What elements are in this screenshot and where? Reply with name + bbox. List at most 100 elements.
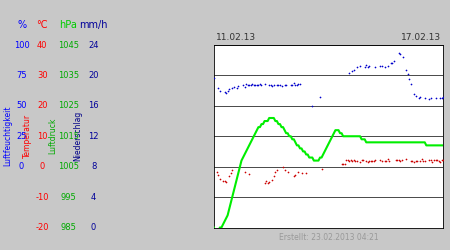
Point — [377, 158, 384, 162]
Text: mm/h: mm/h — [79, 20, 108, 30]
Point — [404, 72, 411, 76]
Point — [415, 96, 422, 100]
Point — [230, 85, 237, 89]
Point — [289, 83, 296, 87]
Point — [216, 177, 224, 181]
Point — [364, 65, 371, 69]
Text: 1005: 1005 — [58, 162, 79, 171]
Point — [352, 159, 359, 163]
Point — [356, 64, 364, 68]
Point — [293, 84, 301, 87]
Text: 16: 16 — [88, 101, 99, 110]
Point — [261, 181, 268, 185]
Point — [229, 168, 236, 172]
Point — [418, 158, 425, 162]
Point — [272, 170, 279, 174]
Text: 100: 100 — [14, 40, 30, 50]
Point — [393, 158, 400, 162]
Text: Erstellt: 23.02.2013 04:21: Erstellt: 23.02.2013 04:21 — [279, 234, 378, 242]
Point — [290, 174, 297, 178]
Point — [246, 82, 253, 86]
Point — [367, 159, 374, 163]
Point — [222, 180, 230, 184]
Point — [363, 159, 370, 163]
Point — [346, 159, 353, 163]
Point — [428, 158, 435, 162]
Point — [249, 82, 256, 86]
Point — [428, 96, 435, 100]
Text: Luftfeuchtigkeit: Luftfeuchtigkeit — [4, 106, 13, 166]
Point — [273, 168, 280, 172]
Text: 0: 0 — [91, 223, 96, 232]
Point — [246, 172, 253, 176]
Point — [356, 160, 364, 164]
Text: 995: 995 — [60, 192, 76, 202]
Point — [275, 83, 282, 87]
Point — [225, 87, 233, 91]
Point — [283, 83, 290, 87]
Point — [346, 71, 353, 75]
Text: 20: 20 — [37, 101, 48, 110]
Point — [432, 158, 439, 162]
Point — [269, 178, 276, 182]
Point — [381, 65, 388, 69]
Text: 1015: 1015 — [58, 132, 79, 141]
Text: 0: 0 — [19, 162, 24, 171]
Text: -10: -10 — [36, 192, 49, 202]
Text: hPa: hPa — [59, 20, 77, 30]
Point — [353, 64, 360, 68]
Point — [349, 158, 356, 162]
Point — [433, 158, 441, 162]
Point — [225, 174, 233, 178]
Point — [341, 162, 348, 166]
Point — [256, 82, 264, 86]
Text: 40: 40 — [37, 40, 48, 50]
Point — [382, 158, 390, 162]
Point — [221, 179, 228, 183]
Point — [295, 170, 302, 174]
Point — [392, 158, 399, 162]
Text: 4: 4 — [91, 192, 96, 202]
Text: 8: 8 — [91, 162, 96, 171]
Text: 75: 75 — [16, 71, 27, 80]
Point — [281, 84, 288, 87]
Text: 30: 30 — [37, 71, 48, 80]
Text: 20: 20 — [88, 71, 99, 80]
Point — [318, 168, 325, 172]
Text: 10: 10 — [37, 132, 48, 141]
Point — [216, 89, 224, 93]
Point — [398, 158, 405, 162]
Point — [432, 96, 439, 100]
Point — [213, 170, 220, 174]
Point — [267, 83, 274, 87]
Point — [344, 158, 351, 162]
Point — [386, 159, 393, 163]
Point — [395, 52, 402, 56]
Text: 25: 25 — [16, 132, 27, 141]
Point — [361, 65, 368, 69]
Point — [378, 159, 385, 163]
Text: Niederschlag: Niederschlag — [73, 111, 82, 162]
Point — [298, 171, 305, 175]
Point — [350, 158, 357, 162]
Point — [235, 84, 242, 88]
Point — [215, 86, 222, 90]
Point — [403, 68, 410, 72]
Point — [387, 61, 395, 65]
Point — [372, 158, 379, 162]
Point — [309, 104, 316, 108]
Text: 50: 50 — [16, 101, 27, 110]
Point — [302, 171, 310, 175]
Point — [295, 82, 302, 86]
Point — [262, 179, 270, 183]
Text: 11.02.13: 11.02.13 — [216, 34, 256, 42]
Text: Luftdruck: Luftdruck — [49, 118, 58, 154]
Point — [241, 170, 248, 174]
Text: 0: 0 — [40, 162, 45, 171]
Text: -20: -20 — [36, 223, 49, 232]
Text: 24: 24 — [88, 40, 99, 50]
Point — [421, 96, 428, 100]
Point — [410, 92, 418, 96]
Point — [370, 159, 378, 163]
Point — [436, 160, 444, 164]
